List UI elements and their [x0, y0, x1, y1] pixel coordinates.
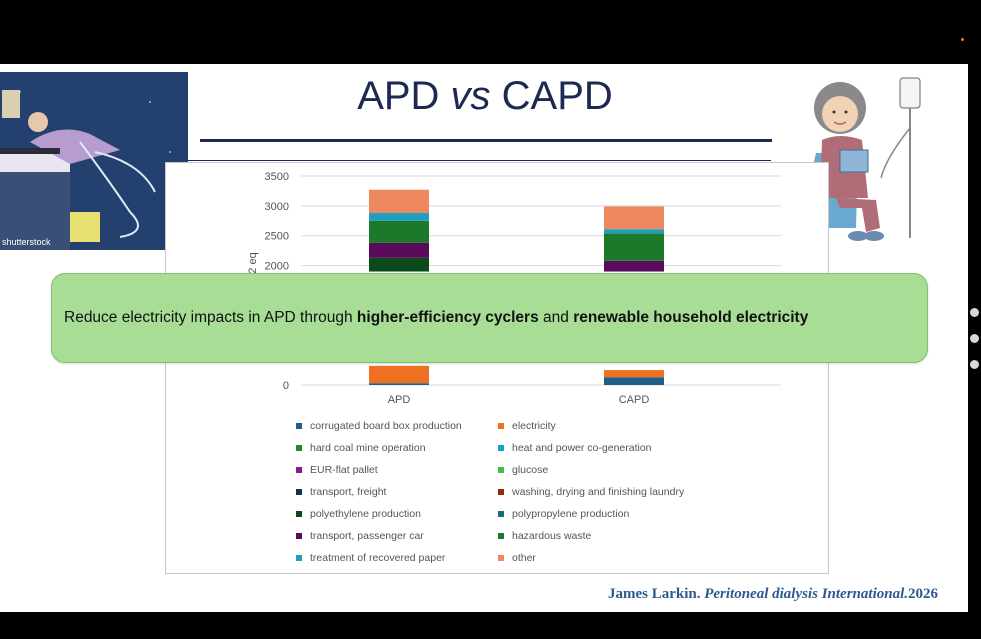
- chart-frame: 0 2000 2500 3000 3500 2 eq APD CAPD corrugated …: [165, 162, 829, 574]
- y-tick-label: 2500: [265, 231, 289, 243]
- legend-swatch: [498, 532, 504, 539]
- legend-label: glucose: [512, 463, 549, 476]
- legend-label: hard coal mine operation: [310, 441, 426, 454]
- citation-journal: Peritoneal dialysis International.: [704, 586, 908, 602]
- bar-segment: [604, 229, 664, 234]
- x-tick-label: CAPD: [619, 394, 650, 406]
- legend-swatch: [498, 510, 504, 517]
- citation-year: 2026: [908, 586, 938, 602]
- bar-segment: [369, 220, 429, 243]
- legend-item: other: [498, 550, 708, 565]
- legend-item: treatment of recovered paper: [296, 550, 498, 565]
- legend-swatch: [296, 488, 302, 495]
- legend-swatch: [498, 488, 504, 495]
- legend-item: polyethylene production: [296, 506, 498, 521]
- legend-item: corrugated board box production: [296, 418, 498, 433]
- pagination-dot[interactable]: [970, 360, 979, 369]
- legend-item: hard coal mine operation: [296, 440, 498, 455]
- bar-segment: [369, 257, 429, 272]
- legend-item: electricity: [498, 418, 708, 433]
- y-tick-label: 0: [283, 380, 289, 392]
- bar-segment: [369, 365, 429, 384]
- legend-label: polyethylene production: [310, 507, 421, 520]
- legend-swatch: [296, 510, 302, 517]
- legend-item: glucose: [498, 462, 708, 477]
- title-vs: vs: [450, 74, 491, 118]
- bar-segment: [604, 206, 664, 230]
- bar-segment: [604, 370, 664, 378]
- banner-prefix: Reduce electricity impacts in APD throug…: [64, 309, 357, 326]
- y-tick-label: 3000: [265, 201, 289, 213]
- bar-segment: [604, 233, 664, 261]
- banner-mid: and: [538, 309, 574, 326]
- title-part1: APD: [357, 74, 451, 118]
- citation: James Larkin. Peritoneal dialysis Intern…: [608, 586, 938, 603]
- legend-label: corrugated board box production: [310, 419, 462, 432]
- banner-bold-electricity: renewable household electricity: [573, 309, 809, 326]
- banner-bold-cyclers: higher-efficiency cyclers: [356, 309, 539, 326]
- legend-swatch: [498, 466, 504, 473]
- y-tick-label: 2000: [265, 261, 289, 273]
- legend-item: washing, drying and finishing laundry: [498, 484, 708, 499]
- legend-swatch: [498, 554, 504, 561]
- legend-label: transport, freight: [310, 485, 387, 498]
- stacked-bar-chart: 0 2000 2500 3000 3500 2 eq APD CAPD: [247, 171, 781, 406]
- chart-legend: corrugated board box production electrici…: [296, 418, 716, 565]
- legend-label: polypropylene production: [512, 507, 630, 520]
- legend-label: transport, passenger car: [310, 529, 424, 542]
- legend-label: other: [512, 551, 536, 564]
- legend-item: heat and power co-generation: [498, 440, 708, 455]
- legend-item: polypropylene production: [498, 506, 708, 521]
- legend-item: transport, freight: [296, 484, 498, 499]
- legend-item: EUR-flat pallet: [296, 462, 498, 477]
- legend-label: heat and power co-generation: [512, 441, 652, 454]
- patient-apd-photo: shutterstock: [0, 72, 188, 250]
- bar-segment: [604, 377, 664, 385]
- banner-text: Reduce electricity impacts in APD throug…: [64, 309, 808, 327]
- pagination-dot[interactable]: [970, 334, 979, 343]
- legend-swatch: [296, 444, 302, 451]
- x-tick-label: APD: [388, 394, 411, 406]
- legend-swatch: [498, 422, 504, 429]
- bar-segment: [369, 213, 429, 221]
- slide-title: APD vs CAPD: [200, 74, 770, 119]
- legend-swatch: [296, 422, 302, 429]
- title-part2: CAPD: [490, 74, 613, 118]
- legend-swatch: [498, 444, 504, 451]
- bar-segment: [369, 242, 429, 258]
- side-pagination[interactable]: [968, 300, 981, 380]
- legend-label: hazardous waste: [512, 529, 592, 542]
- notification-dot: [961, 38, 964, 41]
- legend-item: hazardous waste: [498, 528, 708, 543]
- legend-swatch: [296, 466, 302, 473]
- legend-item: transport, passenger car: [296, 528, 498, 543]
- bar-segment: [604, 260, 664, 272]
- title-underline: [200, 139, 772, 142]
- legend-label: EUR-flat pallet: [310, 463, 378, 476]
- slide: shutterstock APD vs CAPD 0 2000 2500 3000 35…: [0, 64, 968, 612]
- y-tick-label: 3500: [265, 171, 289, 183]
- photo-watermark: shutterstock: [2, 237, 51, 247]
- pagination-dot[interactable]: [970, 308, 979, 317]
- y-axis-label: 2 eq: [247, 252, 259, 273]
- title-thin-rule: [187, 160, 771, 161]
- legend-swatch: [296, 554, 302, 561]
- bar-segment: [369, 189, 429, 214]
- citation-author: James Larkin.: [607, 586, 705, 602]
- bar-segment: [369, 383, 429, 385]
- legend-label: washing, drying and finishing laundry: [512, 485, 685, 498]
- legend-label: treatment of recovered paper: [310, 551, 446, 564]
- legend-label: electricity: [512, 419, 556, 432]
- recommendation-banner: Reduce electricity impacts in APD throug…: [51, 273, 928, 363]
- legend-swatch: [296, 532, 302, 539]
